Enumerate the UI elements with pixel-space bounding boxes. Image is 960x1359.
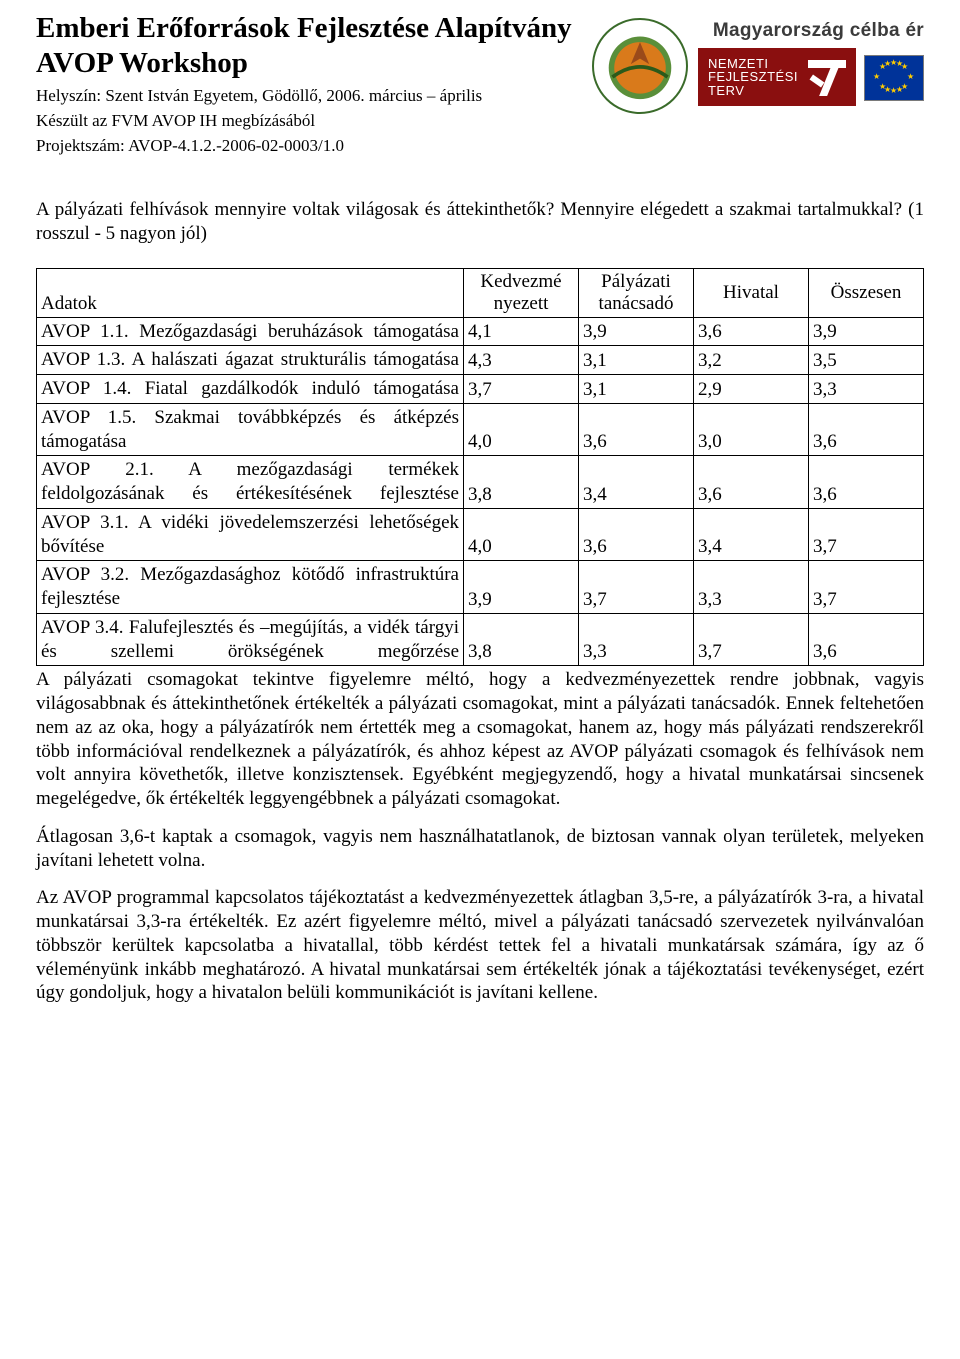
cell-value: 3,8 [464, 613, 579, 666]
cell-value: 3,1 [579, 346, 694, 375]
row-label: AVOP 2.1. A mezőgazdasági termékek feldo… [37, 456, 464, 509]
header-text: Emberi Erőforrások Fejlesztése Alapítván… [36, 12, 592, 156]
seven-icon [808, 60, 846, 94]
cell-value: 3,0 [694, 403, 809, 456]
cell-value: 3,9 [579, 317, 694, 346]
table-row: AVOP 1.3. A halászati ágazat strukturáli… [37, 346, 924, 375]
table-row: AVOP 3.1. A vidéki jövedelemszerzési leh… [37, 508, 924, 561]
header: Emberi Erőforrások Fejlesztése Alapítván… [36, 12, 924, 156]
header-logos: Magyarország célba ér NEMZETI FEJLESZTÉS… [592, 12, 924, 156]
col-adatok: Adatok [37, 268, 464, 317]
col-palyazati-tanacsado: Pályázatitanácsadó [579, 268, 694, 317]
cell-value: 3,6 [809, 403, 924, 456]
cell-value: 3,6 [694, 317, 809, 346]
cell-value: 3,7 [464, 375, 579, 404]
row-label: AVOP 1.1. Mezőgazdasági beruházások támo… [37, 317, 464, 346]
page: Emberi Erőforrások Fejlesztése Alapítván… [0, 0, 960, 1359]
meta-line-1: Helyszín: Szent István Egyetem, Gödöllő,… [36, 85, 592, 106]
cell-value: 3,6 [809, 456, 924, 509]
cell-value: 3,3 [579, 613, 694, 666]
col-osszesen: Összesen [809, 268, 924, 317]
cell-value: 4,0 [464, 403, 579, 456]
cell-value: 4,0 [464, 508, 579, 561]
cell-value: 3,9 [464, 561, 579, 614]
row-label: AVOP 3.2. Mezőgazdasághoz kötődő infrast… [37, 561, 464, 614]
cell-value: 3,5 [809, 346, 924, 375]
banner-block: Magyarország célba ér NEMZETI FEJLESZTÉS… [698, 18, 924, 106]
row-label: AVOP 1.5. Szakmai továbbképzés és átképz… [37, 403, 464, 456]
banner-bar: NEMZETI FEJLESZTÉSI TERV ★ ★ ★ ★ ★ [698, 48, 924, 106]
meta-line-3: Projektszám: AVOP-4.1.2.-2006-02-0003/1.… [36, 135, 592, 156]
cell-value: 3,4 [579, 456, 694, 509]
cell-value: 3,4 [694, 508, 809, 561]
cell-value: 4,1 [464, 317, 579, 346]
cell-value: 2,9 [694, 375, 809, 404]
banner-top-text: Magyarország célba ér [698, 18, 924, 48]
table-row: AVOP 3.4. Falufejlesztés és –megújítás, … [37, 613, 924, 666]
row-label: AVOP 1.3. A halászati ágazat strukturáli… [37, 346, 464, 375]
cell-value: 3,3 [694, 561, 809, 614]
table-row: AVOP 2.1. A mezőgazdasági termékek feldo… [37, 456, 924, 509]
col-kedvezmenyezett: Kedvezményezett [464, 268, 579, 317]
table-row: AVOP 3.2. Mezőgazdasághoz kötődő infrast… [37, 561, 924, 614]
cell-value: 3,7 [579, 561, 694, 614]
title-line-2: AVOP Workshop [36, 47, 592, 80]
table-row: AVOP 1.1. Mezőgazdasági beruházások támo… [37, 317, 924, 346]
intro-paragraph: A pályázati felhívások mennyire voltak v… [36, 198, 924, 246]
cell-value: 3,7 [809, 561, 924, 614]
paragraph-1: A pályázati csomagokat tekintve figyelem… [36, 668, 924, 811]
cell-value: 3,3 [809, 375, 924, 404]
paragraph-3: Az AVOP programmal kapcsolatos tájékozta… [36, 886, 924, 1005]
cell-value: 3,6 [694, 456, 809, 509]
ratings-table: Adatok Kedvezményezett Pályázatitanácsad… [36, 268, 924, 666]
cell-value: 3,6 [809, 613, 924, 666]
table-row: AVOP 1.5. Szakmai továbbképzés és átképz… [37, 403, 924, 456]
col-hivatal: Hivatal [694, 268, 809, 317]
row-label: AVOP 3.4. Falufejlesztés és –megújítás, … [37, 613, 464, 666]
row-label: AVOP 3.1. A vidéki jövedelemszerzési leh… [37, 508, 464, 561]
nft-line-2: FEJLESZTÉSI [708, 70, 798, 84]
nft-line-3: TERV [708, 84, 798, 98]
cell-value: 3,8 [464, 456, 579, 509]
paragraph-2: Átlagosan 3,6-t kaptak a csomagok, vagyi… [36, 825, 924, 873]
cell-value: 3,7 [809, 508, 924, 561]
table-row: AVOP 1.4. Fiatal gazdálkodók induló támo… [37, 375, 924, 404]
cell-value: 3,6 [579, 508, 694, 561]
cell-value: 3,2 [694, 346, 809, 375]
cell-value: 3,6 [579, 403, 694, 456]
cell-value: 3,7 [694, 613, 809, 666]
row-label: AVOP 1.4. Fiatal gazdálkodók induló támo… [37, 375, 464, 404]
cell-value: 3,9 [809, 317, 924, 346]
nft-line-1: NEMZETI [708, 57, 798, 71]
meta-line-2: Készült az FVM AVOP IH megbízásából [36, 110, 592, 131]
cell-value: 3,1 [579, 375, 694, 404]
cell-value: 4,3 [464, 346, 579, 375]
eu-flag-icon: ★ ★ ★ ★ ★ ★ ★ ★ ★ ★ ★ ★ [864, 55, 924, 101]
table-header-row: Adatok Kedvezményezett Pályázatitanácsad… [37, 268, 924, 317]
title-line-1: Emberi Erőforrások Fejlesztése Alapítván… [36, 12, 592, 45]
nft-box: NEMZETI FEJLESZTÉSI TERV [698, 48, 856, 106]
logo-circle-icon [592, 18, 688, 114]
